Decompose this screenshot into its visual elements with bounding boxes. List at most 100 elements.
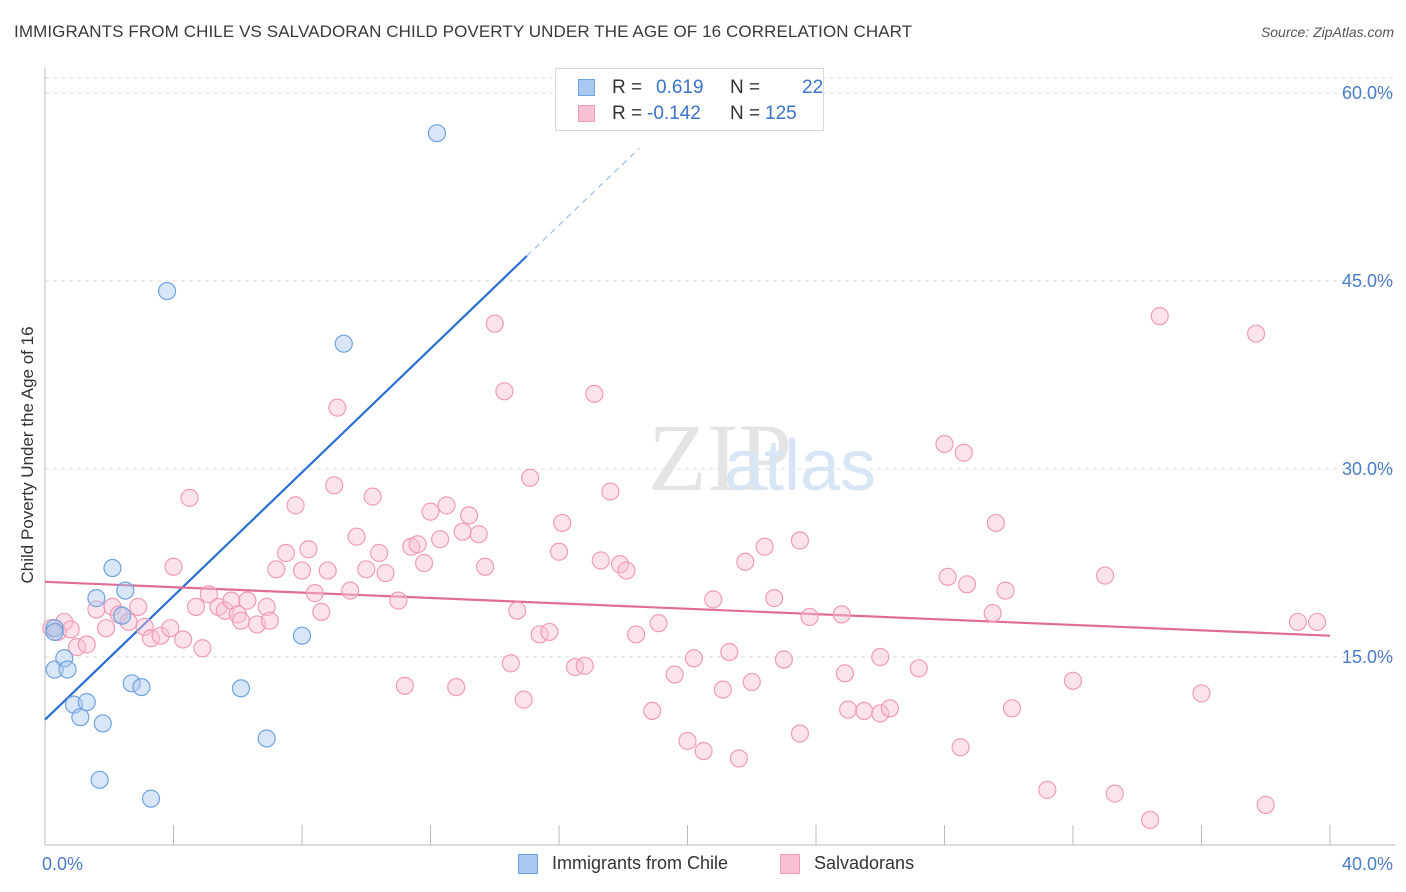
axes [44, 68, 1395, 846]
salvadoran-point [453, 522, 472, 541]
salvadoran-point [790, 724, 810, 743]
salvadoran-point [238, 591, 257, 610]
chile-point [58, 660, 77, 679]
salvadoran-point [720, 642, 739, 662]
salvadoran-point [957, 575, 977, 594]
salvadoran-point [312, 602, 331, 622]
salvadoran-point [832, 605, 851, 624]
legend-r-value: -0.142 [647, 103, 701, 124]
salvadoran-point [643, 701, 662, 721]
watermark: ZIP [648, 404, 792, 511]
y-tick-label: 45.0% [1342, 271, 1393, 291]
salvadoran-point [508, 601, 527, 620]
salvadoran-point [135, 617, 154, 637]
salvadoran-point [694, 741, 713, 761]
chile-trend-line [44, 255, 528, 721]
legend-row-chile: R = 0.619 N = 22 [556, 75, 823, 101]
salvadoran-point [96, 619, 116, 638]
salvadoran-point [193, 639, 212, 658]
salvadoran-point [1105, 784, 1124, 803]
chile-point [90, 770, 109, 789]
salvadoran-point [292, 561, 312, 580]
salvadoran-point [1002, 699, 1022, 718]
legend-r-label: R = [612, 77, 643, 98]
salvadoran-point [363, 487, 382, 506]
salvadoran-point [736, 552, 755, 571]
salvadoran-point [341, 581, 360, 600]
salvadoran-point [996, 581, 1015, 600]
salvadoran-point [328, 398, 347, 417]
salvadoran-point [164, 557, 183, 576]
x-tick-label: 40.0% [1342, 854, 1393, 874]
salvadoran-point [729, 749, 749, 768]
salvadoran-point [180, 488, 199, 507]
salvadoran-point [704, 590, 723, 609]
chile-point [71, 708, 90, 727]
salvadoran-point [909, 659, 928, 678]
salvadoran-point [774, 650, 793, 669]
salvadoran-point [935, 434, 954, 454]
chile-point [141, 789, 161, 808]
salvadoran-point [186, 597, 206, 616]
salvadoran-point [305, 584, 324, 603]
salvadoran-point [431, 530, 450, 549]
legend-r-value: 0.619 [656, 77, 704, 98]
salvadoran-point [649, 614, 668, 633]
legend-n-value: 125 [765, 103, 797, 124]
y-tick-labels: 15.0% 30.0% 45.0% 60.0% [1342, 83, 1393, 667]
salvadoran-point [678, 731, 697, 751]
salvadoran-point [1256, 795, 1275, 814]
chile-point [122, 674, 141, 693]
salvadoran-point [318, 561, 337, 580]
y-tick-label: 15.0% [1342, 647, 1393, 667]
chile-point [55, 649, 74, 668]
salvadoran-point [61, 620, 80, 639]
salvadoran-point [871, 647, 890, 667]
salvadoran-point [575, 656, 594, 675]
chile-point [93, 714, 112, 733]
salvadoran-point [1150, 307, 1169, 326]
salvadoran-point [299, 540, 318, 559]
salvadoran-point [376, 563, 395, 583]
legend-swatch-salvadorans [780, 854, 800, 874]
salvadoran-point [161, 619, 180, 638]
legend-swatch-chile [578, 79, 595, 96]
salvadoran-point [421, 502, 440, 521]
salvadoran-point [591, 551, 610, 570]
chile-point [257, 729, 276, 748]
legend-label-chile: Immigrants from Chile [552, 853, 729, 873]
chile-point [103, 558, 122, 578]
salvadoran-point [742, 672, 761, 692]
watermark-atlas: atlas [724, 426, 876, 506]
chile-point [87, 589, 106, 608]
salvadoran-point [601, 482, 620, 501]
salvadoran-point [257, 597, 276, 616]
chile-point [157, 281, 177, 301]
legend-label-salvadorans: Salvadorans [814, 853, 915, 873]
salvadoran-point [713, 680, 732, 699]
salvadoran-point [151, 626, 170, 645]
salvadoran-point [1192, 684, 1211, 703]
salvadoran-point [260, 611, 279, 630]
salvadoran-point [267, 560, 286, 579]
salvadoran-point [414, 553, 434, 573]
chile-point [334, 334, 353, 353]
salvadoran-point [938, 567, 957, 586]
x-tick-label: 0.0% [42, 854, 83, 874]
legend-row-salvadorans: R = -0.142 N = 125 [556, 101, 823, 127]
salvadoran-point [129, 597, 148, 616]
chile-trend-extension [526, 147, 640, 257]
salvadoran-point [1038, 780, 1057, 799]
chile-point [77, 693, 96, 712]
salvadoran-point [855, 701, 874, 721]
chile-point [116, 581, 135, 600]
salvadoran-point [395, 676, 414, 695]
x-tick-labels: 0.0% 40.0% [42, 854, 1393, 874]
salvadoran-point [389, 591, 408, 610]
chile-point [45, 622, 64, 642]
chile-point [112, 606, 132, 625]
salvadoran-point [469, 525, 488, 544]
salvadoran-point [199, 585, 218, 604]
salvadoran-point [77, 635, 96, 654]
